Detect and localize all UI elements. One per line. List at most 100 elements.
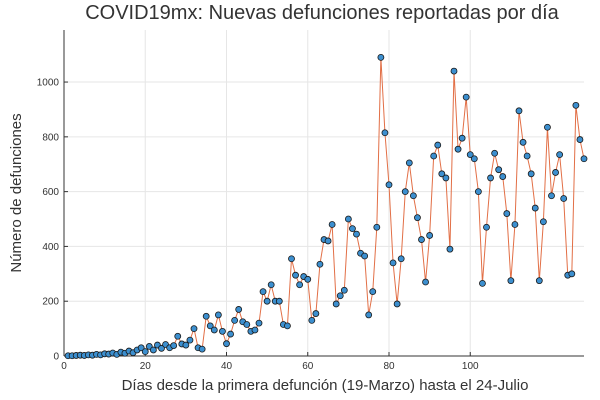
data-point	[377, 53, 385, 61]
data-point	[336, 292, 344, 300]
data-point	[389, 259, 397, 267]
axes	[63, 30, 584, 357]
data-point	[332, 300, 340, 308]
data-point	[462, 93, 470, 101]
data-point	[519, 138, 527, 146]
data-points	[64, 53, 588, 360]
data-point	[418, 236, 425, 243]
y-tick-label: 0	[53, 352, 59, 363]
data-point	[324, 237, 332, 245]
data-point	[231, 316, 239, 324]
x-tick-label: 20	[140, 361, 152, 372]
data-point	[401, 188, 409, 196]
data-point	[446, 245, 454, 253]
data-point	[255, 319, 263, 327]
data-point	[275, 297, 283, 305]
y-tick-label: 800	[42, 132, 59, 143]
data-point	[466, 151, 474, 159]
data-point	[219, 327, 226, 335]
data-point	[552, 169, 559, 176]
data-point	[479, 279, 486, 287]
data-point	[304, 275, 312, 283]
data-point	[515, 107, 523, 115]
data-point	[523, 152, 531, 160]
data-point	[414, 214, 421, 222]
data-point	[235, 306, 243, 313]
data-point	[426, 232, 434, 239]
data-point	[499, 173, 507, 180]
chart-title: COVID19mx: Nuevas defunciones reportadas…	[85, 2, 559, 24]
data-point	[560, 195, 568, 202]
data-point	[251, 326, 259, 334]
data-point	[349, 225, 356, 233]
data-point	[539, 218, 547, 226]
data-point	[507, 277, 515, 285]
data-point	[259, 288, 267, 296]
data-point	[223, 340, 230, 348]
data-point	[344, 215, 352, 223]
data-point	[149, 346, 157, 354]
data-point	[141, 348, 149, 356]
data-point	[312, 310, 320, 317]
data-point	[535, 277, 543, 285]
data-point	[263, 297, 271, 305]
y-tick-label: 200	[42, 297, 59, 308]
data-point	[198, 345, 206, 353]
data-point	[288, 255, 295, 263]
data-point	[137, 344, 145, 352]
data-point	[182, 341, 190, 349]
grid	[63, 30, 584, 357]
data-point	[227, 330, 234, 338]
data-point	[422, 278, 429, 286]
data-point	[284, 322, 291, 330]
x-tick-label: 0	[61, 361, 67, 372]
data-point	[568, 270, 576, 278]
y-tick-label: 600	[42, 187, 59, 198]
data-point	[186, 336, 194, 344]
y-axis-title: Número de defunciones	[8, 113, 25, 272]
data-point	[328, 221, 336, 228]
data-point	[210, 326, 218, 334]
data-point	[158, 344, 165, 352]
data-point	[544, 123, 551, 131]
data-point	[267, 281, 275, 289]
data-point	[296, 281, 304, 289]
data-point	[548, 192, 555, 200]
data-point	[340, 286, 348, 294]
data-point	[373, 223, 381, 231]
data-point	[385, 181, 393, 189]
data-point	[491, 149, 499, 157]
data-point	[572, 101, 580, 109]
data-point	[580, 155, 588, 163]
data-point	[174, 332, 182, 340]
data-point	[308, 316, 316, 324]
data-point	[214, 311, 222, 319]
x-axis-title: Días desde la primera defunción (19-Marz…	[122, 377, 529, 394]
data-point	[474, 188, 482, 196]
y-tick-label: 1000	[37, 78, 60, 89]
data-point	[353, 230, 360, 238]
data-point	[381, 129, 389, 137]
data-point	[361, 252, 369, 260]
data-point	[442, 174, 450, 182]
data-point	[369, 288, 377, 296]
data-point	[495, 166, 503, 174]
x-tick-label: 60	[302, 361, 314, 372]
data-point	[438, 170, 446, 178]
data-point	[409, 192, 417, 200]
data-point	[405, 159, 413, 167]
data-point	[487, 174, 494, 182]
data-point	[450, 67, 458, 75]
data-point	[393, 300, 401, 308]
x-tick-label: 40	[221, 361, 233, 372]
data-point	[527, 170, 535, 178]
data-point	[470, 155, 478, 163]
data-point	[190, 325, 198, 333]
data-point	[511, 221, 519, 228]
data-point	[430, 152, 438, 160]
y-tick-label: 400	[42, 242, 59, 253]
x-tick-label: 80	[383, 361, 395, 372]
data-point	[243, 321, 251, 328]
